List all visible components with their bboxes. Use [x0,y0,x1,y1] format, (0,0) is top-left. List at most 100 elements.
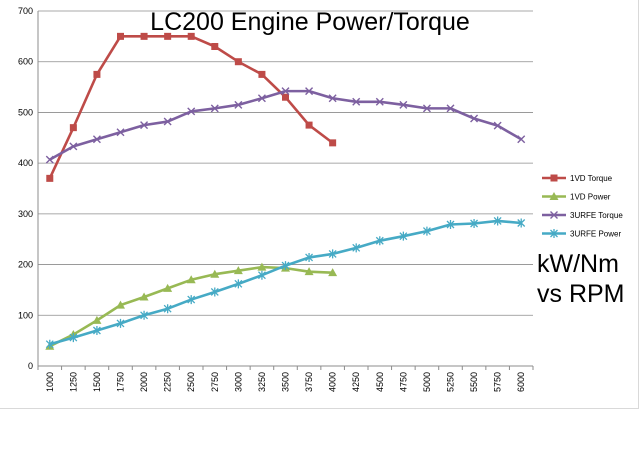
data-point [140,32,148,40]
data-point [352,243,361,253]
data-point [163,304,172,314]
data-point [69,124,77,132]
data-point [69,333,78,343]
data-point [140,310,149,320]
data-point [257,94,266,103]
x-tick-label: 6000 [516,372,526,392]
series-3urfe-power [45,216,526,349]
legend: 1VD Torque 1VD Power 3URFE Torque 3URFE Pow… [542,174,623,239]
data-point [328,268,338,277]
units-annotation-line-1: kW/Nm [537,250,619,278]
x-tick-label: 1000 [45,372,55,392]
x-tick-label: 1500 [92,372,102,392]
data-point [187,107,196,116]
data-point [210,104,219,113]
data-point [234,58,242,66]
axes: 0 100 200 300 400 500 600 700 1000 1250 1500 1750 20… [18,6,534,392]
data-point [69,142,78,151]
data-point [399,231,408,241]
data-point [187,295,196,305]
data-point [493,216,502,226]
x-tick-label: 2500 [186,372,196,392]
data-point [281,261,290,271]
data-point [517,135,526,144]
x-tick-label: 4000 [328,372,338,392]
legend-item-1vd-power: 1VD Power [542,192,611,202]
x-tick-label: 3500 [281,372,291,392]
x-tick-label: 3750 [304,372,314,392]
data-point [375,236,384,246]
x-tick-label: 2000 [139,372,149,392]
units-annotation-line-2: vs RPM [537,280,625,308]
data-point [493,121,502,130]
data-point [116,300,125,309]
data-point [550,211,558,219]
x-tick-label: 4750 [398,372,408,392]
data-point [258,70,266,78]
series-layer [45,32,526,350]
data-point [470,218,479,228]
chart-area [0,0,639,409]
data-point [305,121,313,129]
data-point [305,87,314,96]
data-point [328,94,337,103]
series-line [48,35,334,179]
data-point [446,104,455,113]
data-point [164,32,172,40]
data-point [281,87,290,96]
series-1vd-power [45,262,338,350]
x-tick-label: 1750 [116,372,126,392]
data-point [93,70,101,78]
data-point [282,93,289,101]
data-point [517,218,526,228]
data-point [470,114,479,123]
x-tick-label: 2250 [163,372,173,392]
data-point [422,226,431,236]
series-3urfe-torque [45,87,526,164]
y-tick-label: 700 [18,6,33,16]
x-tick-label: 3250 [257,372,267,392]
data-point [234,100,243,109]
legend-item-3urfe-power: 3URFE Power [542,229,621,239]
data-point [305,252,314,262]
chart-title: LC200 Engine Power/Torque [150,8,470,36]
data-point [116,128,125,137]
x-tick-label: 1250 [68,372,78,392]
data-point [304,267,314,276]
data-point [46,174,54,182]
data-point [92,326,101,335]
legend-label: 3URFE Torque [570,211,623,220]
data-point [92,135,101,144]
x-tick-label: 4250 [351,372,361,392]
y-tick-label: 300 [18,209,33,219]
data-point [328,249,337,259]
x-tick-label: 5500 [469,372,479,392]
y-tick-label: 500 [18,107,33,117]
data-point [45,155,54,164]
data-point [140,121,149,130]
legend-item-3urfe-torque: 3URFE Torque [542,211,623,220]
data-point [211,43,219,50]
data-point [375,97,384,106]
data-point [210,287,219,297]
legend-label: 3URFE Power [570,230,621,239]
data-point [139,292,149,301]
data-point [550,229,558,238]
x-tick-label: 4500 [375,372,385,392]
data-point [422,104,431,113]
y-tick-label: 200 [18,260,33,270]
y-tick-label: 0 [28,361,33,371]
data-point [186,275,196,284]
data-point [45,339,54,349]
series-1vd-torque [46,32,337,182]
data-point [163,117,172,126]
data-point [116,318,125,328]
y-tick-label: 400 [18,158,33,168]
series-line [49,89,522,161]
data-point [257,270,266,280]
data-point [399,100,408,109]
data-point [329,139,337,147]
legend-label: 1VD Power [570,193,611,202]
data-point [549,192,559,200]
data-point [117,32,124,40]
